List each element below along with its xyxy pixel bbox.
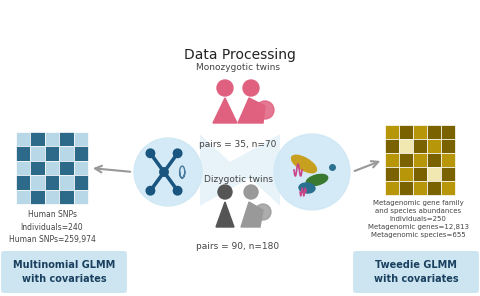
Bar	[427, 167, 441, 181]
Circle shape	[173, 186, 182, 195]
Bar	[59, 190, 73, 204]
Bar	[73, 190, 88, 204]
Text: pairs = 90, n=180: pairs = 90, n=180	[196, 242, 279, 251]
Bar	[441, 181, 455, 195]
Bar	[413, 139, 427, 153]
Bar	[441, 153, 455, 167]
Bar	[399, 181, 413, 195]
Circle shape	[243, 80, 259, 96]
Bar	[45, 132, 59, 147]
Bar	[73, 161, 88, 175]
Bar	[45, 175, 59, 190]
Bar	[59, 161, 73, 175]
Bar	[16, 132, 30, 147]
FancyBboxPatch shape	[1, 251, 127, 293]
Circle shape	[217, 80, 233, 96]
Circle shape	[255, 204, 271, 220]
Bar	[59, 175, 73, 190]
Circle shape	[256, 101, 274, 119]
Bar	[45, 190, 59, 204]
Bar	[385, 167, 399, 181]
Text: pairs = 35, n=70: pairs = 35, n=70	[199, 140, 276, 149]
Bar	[73, 132, 88, 147]
Bar	[399, 139, 413, 153]
Text: Metagenomic gene family
and species abundances
Individuals=250
Metagenomic genes: Metagenomic gene family and species abun…	[368, 200, 468, 238]
Bar	[30, 175, 45, 190]
Polygon shape	[213, 98, 237, 123]
Bar	[30, 132, 45, 147]
Bar	[16, 175, 30, 190]
Circle shape	[173, 149, 182, 157]
Bar	[427, 139, 441, 153]
Polygon shape	[200, 134, 280, 206]
Ellipse shape	[291, 155, 316, 173]
Bar	[399, 153, 413, 167]
Bar	[413, 153, 427, 167]
Bar	[385, 181, 399, 195]
FancyBboxPatch shape	[353, 251, 479, 293]
Circle shape	[160, 168, 168, 176]
Circle shape	[244, 185, 258, 199]
Circle shape	[274, 134, 350, 210]
Text: Tweedie GLMM
with covariates: Tweedie GLMM with covariates	[374, 260, 458, 284]
Bar	[427, 125, 441, 139]
Bar	[16, 161, 30, 175]
Polygon shape	[238, 98, 265, 123]
Text: Monozygotic twins: Monozygotic twins	[196, 63, 280, 72]
Text: Human SNPs
Individuals=240
Human SNPs=259,974: Human SNPs Individuals=240 Human SNPs=25…	[9, 210, 96, 244]
Bar	[427, 153, 441, 167]
Bar	[30, 147, 45, 161]
Polygon shape	[216, 202, 234, 227]
Bar	[413, 167, 427, 181]
Ellipse shape	[306, 174, 328, 186]
Bar	[441, 125, 455, 139]
Bar	[73, 175, 88, 190]
Bar	[385, 125, 399, 139]
Bar	[441, 167, 455, 181]
Bar	[59, 147, 73, 161]
Circle shape	[146, 186, 155, 195]
Bar	[30, 161, 45, 175]
Ellipse shape	[299, 183, 315, 193]
Bar	[59, 132, 73, 147]
Text: Data Processing: Data Processing	[184, 48, 296, 62]
Bar	[45, 161, 59, 175]
Circle shape	[134, 138, 202, 206]
Bar	[399, 167, 413, 181]
Text: Multinomial GLMM
with covariates: Multinomial GLMM with covariates	[13, 260, 115, 284]
Text: Dizygotic twins: Dizygotic twins	[204, 175, 273, 184]
Bar	[30, 190, 45, 204]
Bar	[385, 139, 399, 153]
Polygon shape	[241, 202, 263, 227]
Bar	[399, 125, 413, 139]
Circle shape	[218, 185, 232, 199]
Bar	[385, 153, 399, 167]
Bar	[16, 190, 30, 204]
Bar	[413, 181, 427, 195]
Bar	[427, 181, 441, 195]
Bar	[16, 147, 30, 161]
Bar	[413, 125, 427, 139]
Bar	[45, 147, 59, 161]
Bar	[73, 147, 88, 161]
Bar	[441, 139, 455, 153]
Circle shape	[146, 149, 155, 157]
